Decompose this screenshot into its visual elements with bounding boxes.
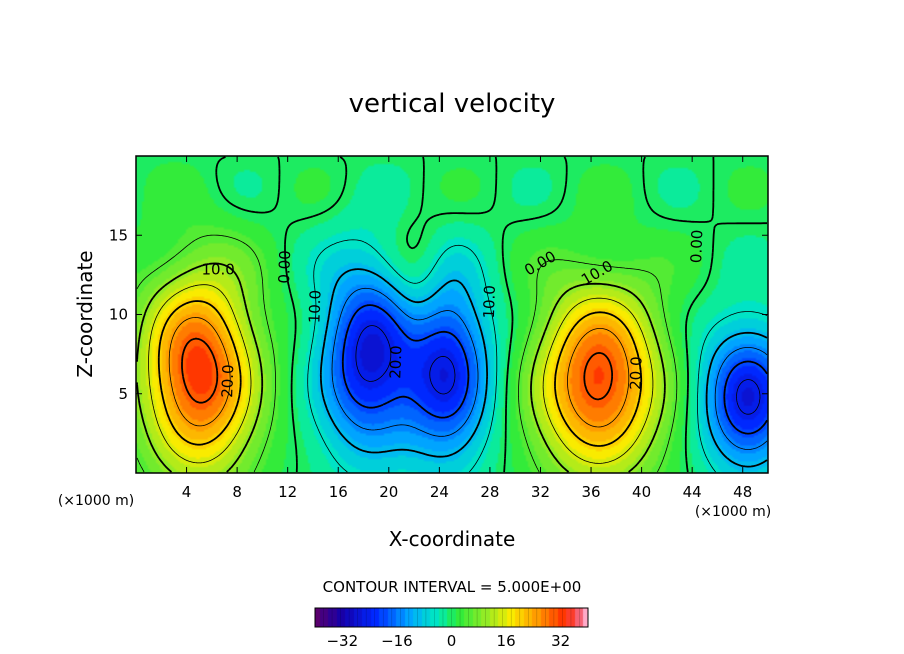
y-tick-label: 5	[118, 385, 128, 403]
contour-label: 20.0	[626, 356, 645, 390]
colorbar-frame	[314, 607, 589, 628]
x-tick-label: 40	[632, 483, 651, 501]
contour-level	[181, 337, 613, 404]
x-tick-label: 36	[581, 483, 600, 501]
x-tick-label: 20	[379, 483, 398, 501]
x-tick-label: 8	[232, 483, 242, 501]
x-tick-label: 16	[329, 483, 348, 501]
contour-level	[168, 317, 630, 428]
contour-label: 20.0	[218, 364, 237, 398]
contour-label: 0.00	[275, 250, 294, 284]
contour-level	[319, 268, 768, 468]
chart-title: vertical velocity	[349, 89, 556, 119]
colorbar-ticks: −32 −16 0 16 32	[323, 608, 580, 650]
contour-level	[331, 287, 768, 450]
contour-label: 10.0	[201, 261, 234, 279]
contour-level	[307, 239, 768, 473]
colorbar-gradient	[315, 608, 588, 627]
x-tick-label: 24	[430, 483, 449, 501]
x-tick-label: 28	[480, 483, 499, 501]
contour-label: 20.0	[386, 345, 405, 379]
y-axis: 5 10 15	[109, 226, 768, 403]
colorbar-tick-label: 0	[447, 632, 457, 650]
contour-level	[341, 304, 768, 435]
x-axis: 4 8 12 16 20 24 28 32 36 40 44 48	[182, 156, 752, 501]
x-tick-label: 48	[733, 483, 752, 501]
contour-level	[215, 156, 767, 473]
colorbar-tick-label: −32	[326, 632, 358, 650]
y-tick-label: 15	[109, 226, 128, 244]
contour-level	[157, 300, 643, 447]
contour-interval-text: CONTOUR INTERVAL = 5.000E+00	[323, 578, 582, 596]
y-axis-label: Z-coordinate	[73, 250, 97, 377]
x-axis-label: X-coordinate	[389, 527, 516, 551]
x-tick-label: 4	[182, 483, 192, 501]
y-tick-label: 10	[109, 306, 128, 324]
x-tick-label: 44	[683, 483, 702, 501]
contour-label: 10.0	[305, 290, 324, 324]
colorbar-tick-label: 16	[497, 632, 516, 650]
x-tick-label: 32	[531, 483, 550, 501]
colorbar-tick-label: −16	[381, 632, 413, 650]
contour-label: 10.0	[480, 285, 499, 319]
colorbar-tick-label: 32	[551, 632, 570, 650]
x-tick-label: 12	[278, 483, 297, 501]
contour-lines	[136, 156, 768, 473]
contour-level	[136, 262, 666, 473]
x-unit-left: (×1000 m)	[58, 493, 134, 509]
contour-level	[148, 284, 654, 464]
contour-level	[136, 234, 678, 473]
contour-label: 0.00	[687, 229, 706, 263]
colorbar: −32 −16 0 16 32	[314, 607, 589, 650]
contour-level	[355, 325, 761, 415]
x-unit-right: (×1000 m)	[695, 504, 771, 520]
